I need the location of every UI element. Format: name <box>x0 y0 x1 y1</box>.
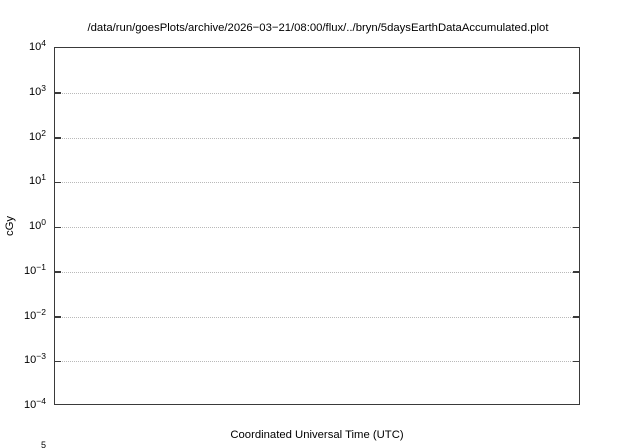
y-tick-mark-left <box>55 226 61 228</box>
y-axis-label: cGy <box>4 215 16 237</box>
next-plot-partial-exponent: 5 <box>41 440 47 448</box>
y-tick-mark-right <box>573 226 579 228</box>
y-tick-label-1e0: 100 <box>29 217 46 232</box>
gridline-1e1 <box>55 182 579 184</box>
gridline-1e-3 <box>55 361 579 363</box>
y-tick-label-1e-2: 10−2 <box>24 306 46 322</box>
y-tick-mark-right <box>573 92 579 94</box>
y-tick-label-1e3: 103 <box>29 82 46 98</box>
y-tick-mark-left <box>55 137 61 139</box>
y-tick-mark-right <box>573 271 579 273</box>
y-tick-mark-left <box>55 360 61 363</box>
plot-area <box>54 47 580 405</box>
y-tick-mark-left <box>55 181 61 184</box>
y-tick-mark-left <box>55 92 61 94</box>
y-tick-label-1e4: 104 <box>29 38 46 53</box>
y-tick-mark-right <box>573 316 579 318</box>
y-tick-label-1e2: 102 <box>29 127 46 143</box>
plot-title: /data/run/goesPlots/archive/2026−03−21/0… <box>87 22 549 34</box>
gridline-1e3 <box>55 92 579 94</box>
y-tick-mark-right <box>573 181 579 184</box>
y-tick-label-1e1: 101 <box>29 172 46 188</box>
y-tick-label-1e-1: 10−1 <box>24 261 46 277</box>
gridline-1e2 <box>55 137 579 139</box>
y-tick-mark-left <box>55 316 61 318</box>
y-tick-label-1e-4: 10−4 <box>24 396 46 411</box>
y-tick-mark-right <box>573 360 579 363</box>
y-tick-label-1e-3: 10−3 <box>24 351 46 367</box>
gridline-1e-2 <box>55 316 579 318</box>
x-axis-label: Coordinated Universal Time (UTC) <box>230 429 404 441</box>
y-tick-mark-right <box>573 137 579 139</box>
y-tick-mark-left <box>55 271 61 273</box>
gridline-1e-1 <box>55 271 579 273</box>
gridline-1e0 <box>55 227 579 228</box>
